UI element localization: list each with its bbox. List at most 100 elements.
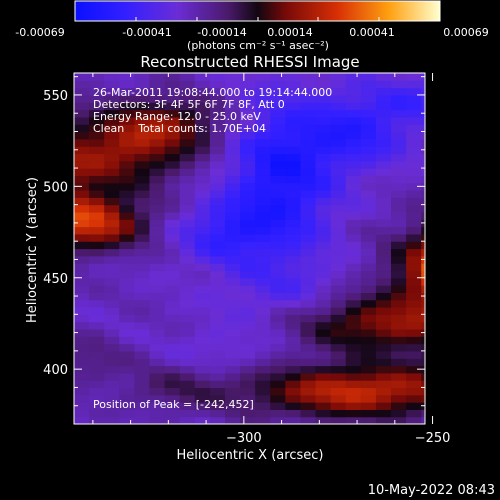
- heatmap-cell: [89, 358, 105, 367]
- heatmap-cell: [74, 233, 90, 242]
- heatmap-cell: [240, 285, 256, 293]
- heatmap-cell: [406, 94, 422, 103]
- heatmap-cell: [375, 131, 392, 140]
- heatmap-cell: [375, 380, 392, 389]
- heatmap-cell: [300, 190, 317, 198]
- heatmap-cell: [209, 402, 226, 410]
- heatmap-cell: [315, 241, 332, 250]
- heatmap-cell: [104, 219, 120, 228]
- heatmap-cell: [375, 233, 392, 242]
- heatmap-cell: [224, 307, 241, 315]
- heatmap-cell: [89, 124, 105, 133]
- heatmap-cell: [255, 190, 271, 198]
- heatmap-cell: [164, 138, 181, 147]
- heatmap-cell: [209, 380, 226, 389]
- heatmap-cell: [315, 299, 332, 308]
- heatmap-cell: [421, 233, 425, 242]
- heatmap-cell: [315, 233, 332, 242]
- heatmap-cell: [179, 175, 196, 184]
- heatmap-cell: [89, 307, 105, 315]
- heatmap-cell: [104, 292, 120, 301]
- heatmap-cell: [345, 387, 362, 396]
- heatmap-cell: [179, 219, 196, 228]
- heatmap-cell: [391, 116, 407, 125]
- heatmap-cell: [406, 394, 422, 403]
- heatmap-cell: [240, 197, 256, 206]
- heatmap-cell: [209, 343, 226, 352]
- heatmap-cell: [89, 80, 105, 89]
- heatmap-cell: [315, 116, 332, 125]
- heatmap-cell: [74, 131, 90, 140]
- heatmap-cell: [421, 336, 425, 345]
- heatmap-cell: [360, 365, 377, 374]
- heatmap-cell: [391, 146, 407, 155]
- heatmap-cell: [360, 270, 377, 279]
- heatmap-cell: [89, 182, 105, 191]
- heatmap-cell: [74, 328, 90, 337]
- heatmap-cell: [240, 409, 256, 418]
- heatmap-cell: [300, 131, 317, 140]
- heatmap-cell: [179, 321, 196, 330]
- heatmap-cell: [119, 394, 135, 403]
- heatmap-cell: [240, 307, 256, 315]
- heatmap-cell: [270, 328, 286, 337]
- heatmap-cell: [406, 124, 422, 133]
- heatmap-cell: [119, 160, 135, 169]
- heatmap-cell: [285, 270, 302, 279]
- heatmap-cell: [240, 402, 256, 410]
- heatmap-cell: [300, 168, 317, 176]
- heatmap-cell: [119, 109, 135, 118]
- heatmap-cell: [149, 102, 166, 111]
- heatmap-cell: [179, 116, 196, 125]
- heatmap-cell: [315, 197, 332, 206]
- heatmap-cell: [345, 160, 362, 169]
- heatmap-cell: [119, 116, 135, 125]
- heatmap-cell: [345, 299, 362, 308]
- heatmap-cell: [224, 372, 241, 381]
- heatmap-cell: [330, 168, 347, 176]
- heatmap-cell: [179, 314, 196, 323]
- heatmap-cell: [194, 328, 211, 337]
- heatmap-cell: [164, 204, 181, 213]
- heatmap-cell: [240, 380, 256, 389]
- heatmap-cell: [194, 380, 211, 389]
- heatmap-cell: [285, 328, 302, 337]
- heatmap-cell: [74, 416, 90, 424]
- heatmap-cell: [89, 263, 105, 272]
- heatmap-cell: [345, 124, 362, 133]
- heatmap-cell: [300, 80, 317, 89]
- heatmap-cell: [285, 175, 302, 184]
- heatmap-cell: [255, 102, 271, 111]
- heatmap-cell: [285, 197, 302, 206]
- heatmap-cell: [149, 80, 166, 89]
- heatmap-cell: [194, 197, 211, 206]
- heatmap-cell: [300, 270, 317, 279]
- heatmap-cell: [104, 73, 120, 81]
- heatmap-cell: [315, 80, 332, 89]
- peak-position-label: Position of Peak = [-242,452]: [93, 398, 254, 411]
- heatmap-cell: [224, 94, 241, 103]
- heatmap-cell: [224, 153, 241, 162]
- heatmap-cell: [300, 248, 317, 257]
- heatmap-cell: [360, 409, 377, 418]
- heatmap-cell: [134, 131, 151, 140]
- heatmap-cell: [375, 277, 392, 286]
- heatmap-cell: [315, 146, 332, 155]
- heatmap-cell: [134, 299, 151, 308]
- heatmap-cell: [209, 372, 226, 381]
- heatmap-cell: [421, 321, 425, 330]
- heatmap-cell: [391, 307, 407, 315]
- heatmap-cell: [255, 409, 271, 418]
- heatmap-cell: [119, 80, 135, 89]
- heatmap-cell: [224, 160, 241, 169]
- heatmap-cell: [270, 226, 286, 235]
- heatmap-cell: [345, 321, 362, 330]
- heatmap-cell: [149, 204, 166, 213]
- heatmap-cell: [375, 175, 392, 184]
- heatmap-cell: [345, 328, 362, 337]
- heatmap-cell: [89, 314, 105, 323]
- heatmap-cell: [134, 109, 151, 118]
- heatmap-cell: [360, 380, 377, 389]
- heatmap-cell: [104, 204, 120, 213]
- heatmap-cell: [406, 87, 422, 96]
